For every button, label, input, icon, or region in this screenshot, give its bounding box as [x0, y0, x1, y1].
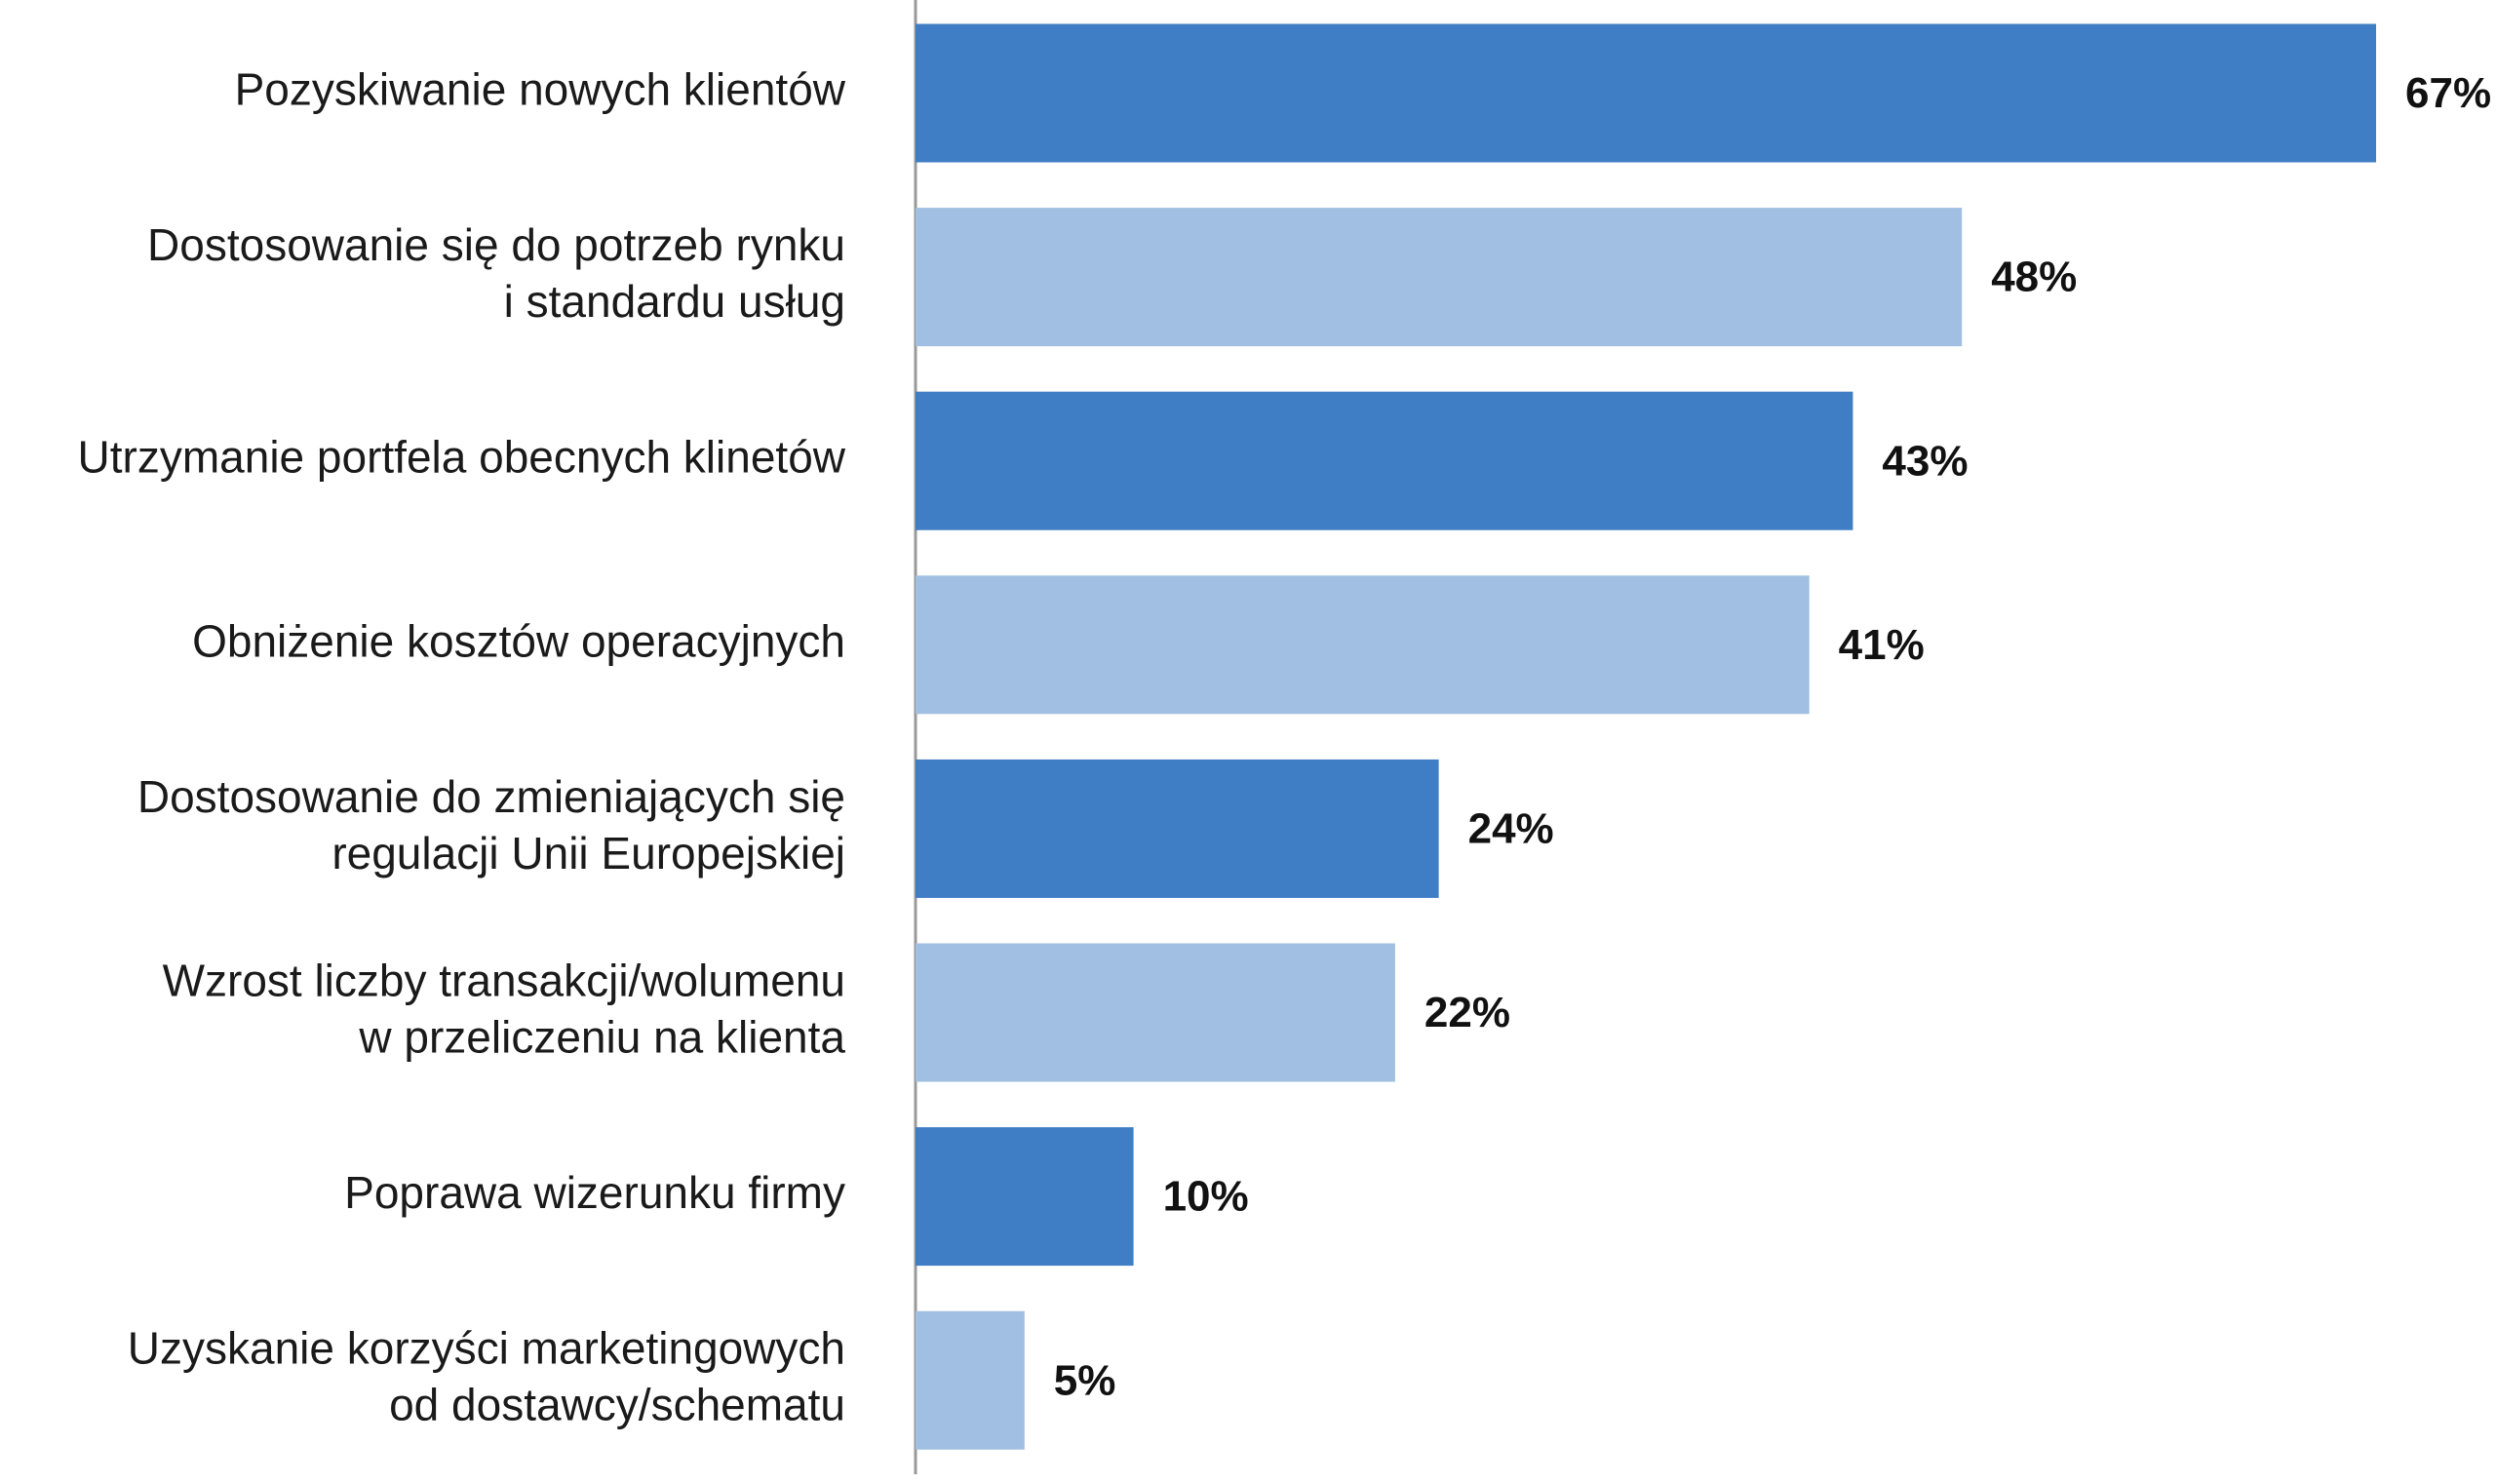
data-label: 5% [1054, 1356, 1116, 1404]
category-label: Utrzymanie portfela obecnych klinetów [78, 432, 846, 483]
category-label: Dostosowanie się do potrzeb rynku i stand… [147, 219, 845, 327]
bar [916, 208, 1963, 347]
bar [916, 759, 1439, 898]
data-label: 22% [1424, 989, 1510, 1036]
category-label: Obniżenie kosztów operacyjnych [192, 615, 845, 666]
data-label: 24% [1468, 805, 1554, 853]
data-label: 10% [1163, 1173, 1249, 1221]
category-label-line: w przeliczeniu na klienta [358, 1012, 845, 1063]
data-label: 43% [1882, 437, 1968, 485]
bar [916, 23, 2376, 163]
category-label-line: regulacji Unii Europejskiej [332, 828, 845, 879]
category-label: Uzyskanie korzyści marketingowych od dost… [128, 1323, 845, 1430]
bar [916, 943, 1395, 1082]
category-label-line: Obniżenie kosztów operacyjnych [192, 615, 845, 666]
category-label-line: Uzyskanie korzyści marketingowych [128, 1323, 845, 1374]
data-label: 41% [1839, 621, 1925, 669]
category-label: Pozyskiwanie nowych klientów [235, 64, 846, 115]
category-label-line: od dostawcy/schematu [389, 1380, 845, 1430]
data-label: 48% [1991, 254, 2077, 301]
category-label: Poprawa wizerunku firmy [344, 1167, 845, 1218]
bar [916, 391, 1853, 530]
category-label-line: Utrzymanie portfela obecnych klinetów [78, 432, 846, 483]
bar [916, 1127, 1134, 1267]
category-label-line: Poprawa wizerunku firmy [344, 1167, 845, 1218]
category-label: Dostosowanie do zmieniających się regulac… [137, 771, 845, 879]
category-label-line: Dostosowanie się do potrzeb rynku [147, 219, 845, 270]
category-label-line: i standardu usług [504, 276, 845, 327]
category-label-line: Wzrost liczby transakcji/wolumenu [163, 956, 845, 1006]
category-label-line: Dostosowanie do zmieniających się [137, 771, 845, 822]
category-label: Wzrost liczby transakcji/wolumenu w przel… [163, 956, 846, 1063]
data-label: 67% [2405, 69, 2491, 117]
category-label-line: Pozyskiwanie nowych klientów [235, 64, 846, 115]
bar [916, 575, 1810, 715]
bar [916, 1310, 1025, 1450]
